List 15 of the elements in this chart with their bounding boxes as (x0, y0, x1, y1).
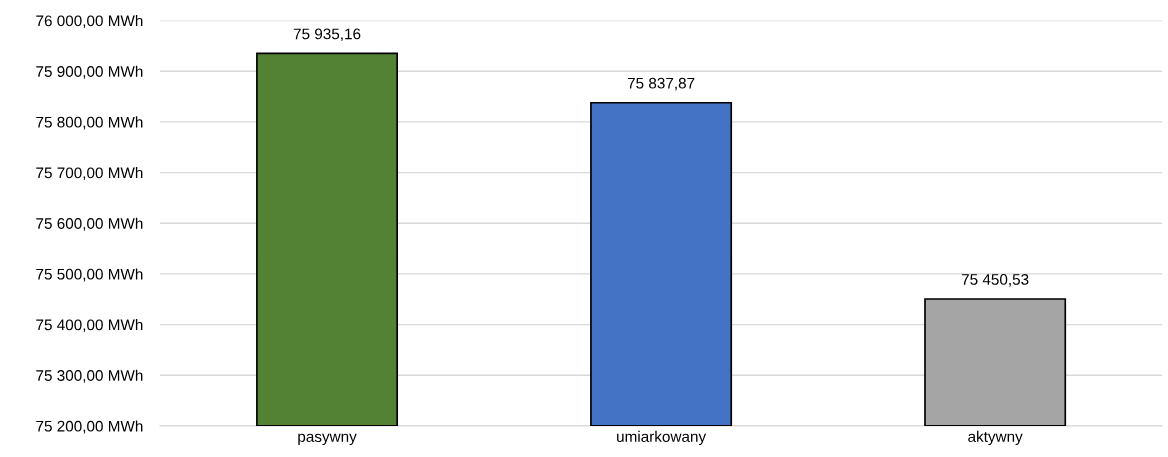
data-label: 75 837,87 (627, 77, 695, 91)
y-tick-label: 75 600,00 MWh (36, 217, 143, 231)
y-tick-label: 75 900,00 MWh (36, 65, 143, 79)
y-tick-label: 75 800,00 MWh (36, 116, 143, 130)
y-tick-label: 76 000,00 MWh (36, 15, 143, 29)
x-tick-label: umiarkowany (617, 430, 707, 446)
data-label: 75 450,53 (961, 274, 1029, 287)
y-tick-label: 75 400,00 MWh (36, 319, 143, 333)
y-tick-label: 75 500,00 MWh (36, 268, 143, 282)
x-tick-label: aktywny (968, 430, 1023, 446)
y-tick-label: 75 300,00 MWh (36, 369, 143, 383)
y-tick-label: 75 700,00 MWh (36, 167, 143, 181)
x-tick-label: pasywny (298, 433, 357, 446)
y-tick-label: 75 200,00 MWh (36, 420, 143, 434)
data-label: 75 935,16 (293, 28, 361, 42)
